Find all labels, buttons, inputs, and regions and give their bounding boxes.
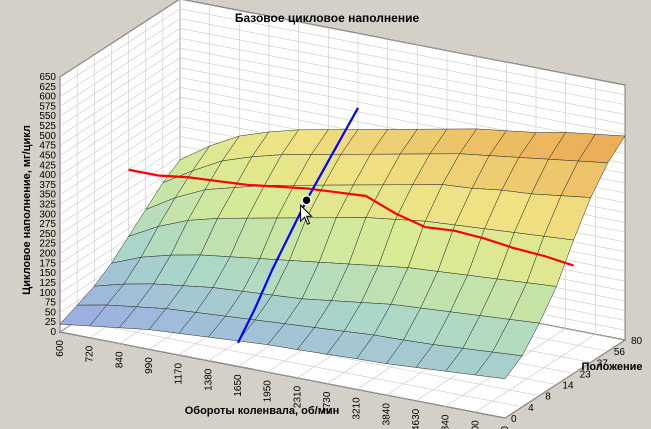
y-tick-label: 37	[597, 358, 609, 369]
z-axis-title: Цикловое наполнение, мг/цикл	[21, 125, 33, 295]
x-tick-label: 7470	[500, 426, 511, 429]
y-gridline	[77, 320, 523, 408]
x-tick-label: 990	[144, 357, 155, 374]
z-tick-label: 175	[39, 258, 56, 269]
y-tick-label: 4	[528, 403, 534, 414]
x-tick-label: 5340	[441, 414, 452, 429]
x-tick-label: 1650	[233, 374, 244, 397]
z-tick-label: 575	[39, 101, 56, 112]
z-tick-label: 275	[39, 219, 56, 230]
surface-mesh	[59, 128, 626, 380]
x-tick-label: 6300	[470, 420, 481, 429]
z-tick-label: 200	[39, 249, 56, 260]
x-tick-label: 1380	[203, 368, 214, 391]
z-tick-label: 50	[45, 307, 57, 318]
z-tick-label: 75	[45, 298, 57, 309]
x-tick-label: 4630	[411, 408, 422, 429]
highlight-line-red	[128, 168, 574, 267]
x-tick-label: 3210	[352, 397, 363, 420]
x-tick-label: 2730	[322, 391, 333, 414]
highlight-line-blue	[237, 107, 359, 344]
y-axis-title: Положение	[581, 361, 642, 373]
z-tick-label: 225	[39, 239, 56, 250]
z-tick-label: 525	[39, 121, 56, 132]
z-tick-label: 325	[39, 200, 56, 211]
x-tick-label: 3840	[381, 403, 392, 426]
z-tick-label: 400	[39, 170, 56, 181]
y-tick-label: 80	[631, 336, 643, 347]
z-tick-label: 550	[39, 111, 56, 122]
z-tick-label: 0	[50, 327, 56, 338]
z-tick-label: 375	[39, 180, 56, 191]
mouse-pointer-icon	[300, 204, 313, 225]
y-tick-label: 14	[562, 381, 574, 392]
z-tick-label: 475	[39, 141, 56, 152]
x-tick-label: 600	[55, 340, 66, 357]
z-tick-label: 600	[39, 92, 56, 103]
y-tick-label: 56	[614, 347, 626, 358]
x-tick-label: 720	[85, 345, 96, 362]
z-tick-label: 350	[39, 190, 56, 201]
z-tick-label: 650	[39, 72, 56, 83]
z-tick-label: 150	[39, 268, 56, 279]
tick-labels: 0255075100125150175200225250275300325350…	[39, 72, 642, 429]
cursor-marker[interactable]	[300, 194, 313, 225]
z-tick-label: 625	[39, 82, 56, 93]
z-tick-label: 125	[39, 278, 56, 289]
x-tick-label: 1950	[263, 380, 274, 403]
x-tick-label: 2310	[292, 385, 303, 408]
y-tick-label: 8	[545, 392, 551, 403]
surface-cell	[474, 351, 523, 380]
y-tick-label: 0	[511, 414, 517, 425]
z-tick-label: 450	[39, 150, 56, 161]
z-tick-label: 500	[39, 131, 56, 142]
operating-point-marker[interactable]	[301, 194, 312, 206]
y-gridline	[59, 331, 506, 419]
chart-title: Базовое цикловое наполнение	[235, 11, 420, 25]
z-tick-label: 250	[39, 229, 56, 240]
highlight-lines	[128, 107, 574, 344]
x-axis-title: Обороты коленвала, об/мин	[185, 405, 340, 417]
x-tick-label: 1170	[174, 363, 185, 385]
z-tick-label: 300	[39, 209, 56, 220]
z-tick-label: 100	[39, 288, 56, 299]
y-tick-label: 23	[580, 369, 592, 380]
x-tick-label: 840	[114, 351, 125, 368]
z-tick-label: 425	[39, 160, 56, 171]
z-tick-label: 25	[45, 317, 57, 328]
